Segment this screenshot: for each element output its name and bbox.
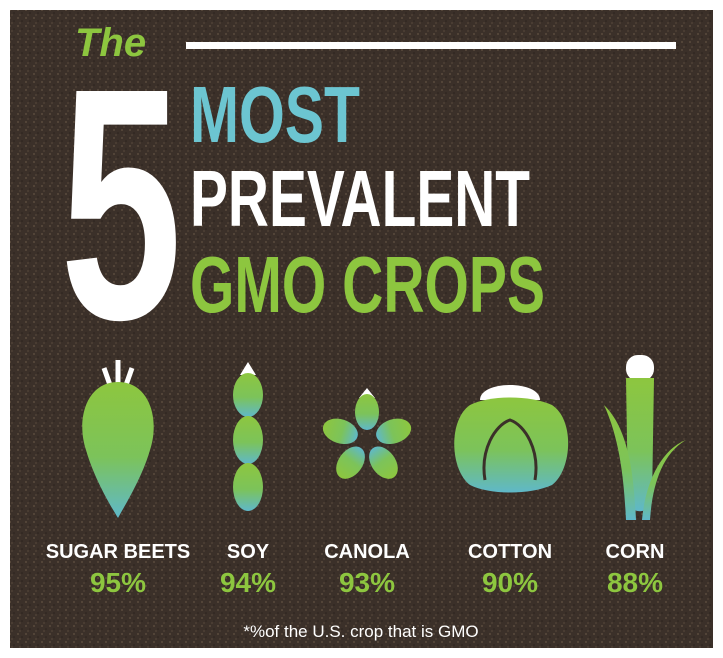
crop-name: CANOLA <box>324 541 410 563</box>
soy-icon <box>233 362 263 511</box>
corn-icon <box>604 355 686 520</box>
crop-name: SUGAR BEETS <box>46 541 190 563</box>
the-label: The <box>75 21 146 65</box>
title-line3: GMO CROPS <box>190 240 545 329</box>
crop-percent: 88% <box>607 567 663 598</box>
crop-name: SOY <box>227 541 270 563</box>
crop-percent: 95% <box>90 567 146 598</box>
footnote: *%of the U.S. crop that is GMO <box>243 622 478 641</box>
cotton-icon <box>454 385 569 493</box>
crop-percent: 93% <box>339 567 395 598</box>
beet-icon <box>82 360 154 518</box>
canola-icon <box>322 388 412 479</box>
background <box>10 10 713 648</box>
crop-percent: 94% <box>220 567 276 598</box>
title-line1: MOST <box>190 70 360 159</box>
crop-name: CORN <box>606 541 665 563</box>
big-number: 5 <box>60 19 182 388</box>
crop-percent: 90% <box>482 567 538 598</box>
title-line2: PREVALENT <box>190 154 530 243</box>
crop-name: COTTON <box>468 541 552 563</box>
divider <box>186 42 676 49</box>
crop-list: SUGAR BEETS 95% SOY 94% CANOLA 93% COTTON 90% CO… <box>46 541 665 598</box>
